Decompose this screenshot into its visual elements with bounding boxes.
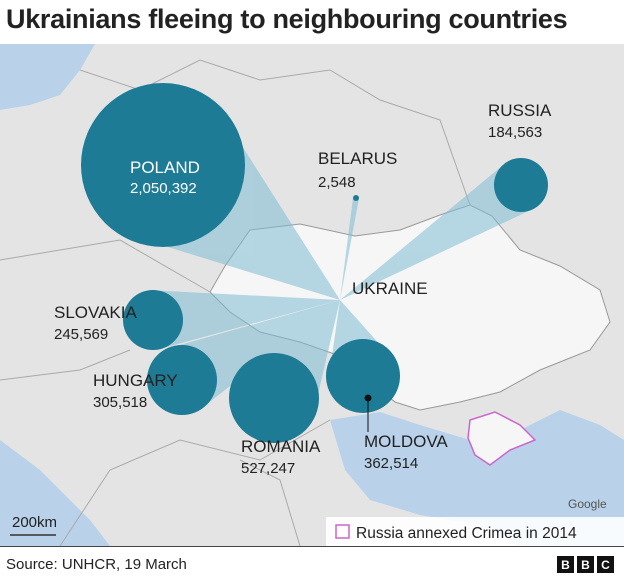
scale-label: 200km xyxy=(12,514,57,531)
baltic-sea xyxy=(0,44,95,110)
map: POLAND 2,050,392 BELARUS 2,548 RUSSIA 18… xyxy=(0,44,624,546)
label-slovakia-value: 245,569 xyxy=(54,326,108,343)
label-hungary-name: HUNGARY xyxy=(93,371,178,390)
label-poland-value: 2,050,392 xyxy=(130,180,197,197)
bbc-logo-letter: B xyxy=(577,556,594,573)
label-romania-name: ROMANIA xyxy=(241,437,321,456)
crimea-outline xyxy=(467,411,537,466)
bubble-romania xyxy=(229,353,319,443)
label-hungary-value: 305,518 xyxy=(93,394,147,411)
legend-crimea-label: Russia annexed Crimea in 2014 xyxy=(356,525,577,542)
border-line xyxy=(0,239,211,293)
flow-beam-russia xyxy=(340,162,536,300)
label-moldova-value: 362,514 xyxy=(364,455,418,472)
label-poland-name: POLAND xyxy=(130,158,200,177)
bbc-logo-letter: C xyxy=(597,556,614,573)
border-line xyxy=(239,459,301,546)
adriatic-sea xyxy=(0,440,110,546)
label-belarus-value: 2,548 xyxy=(318,174,356,191)
bubble-moldova xyxy=(326,339,400,413)
label-romania-value: 527,247 xyxy=(241,460,295,477)
label-slovakia-name: SLOVAKIA xyxy=(54,303,137,322)
flow-beam-slovakia xyxy=(149,290,340,350)
bubble-russia xyxy=(494,158,548,212)
border-line xyxy=(0,349,131,381)
legend-box xyxy=(326,517,624,546)
google-attribution: Google xyxy=(568,497,607,511)
chart-title: Ukrainians fleeing to neighbouring count… xyxy=(6,4,568,34)
border-line xyxy=(59,419,331,546)
bubble-slovakia xyxy=(123,290,183,350)
source-note: Source: UNHCR, 19 March xyxy=(6,556,187,573)
footer-divider xyxy=(0,546,624,547)
label-russia-name: RUSSIA xyxy=(488,101,552,120)
label-ukraine: UKRAINE xyxy=(352,279,428,298)
flow-beam-belarus xyxy=(340,197,359,300)
bubble-poland xyxy=(81,83,245,247)
label-belarus-name: BELARUS xyxy=(318,149,397,168)
black-sea xyxy=(330,410,624,546)
bbc-logo-letter: B xyxy=(557,556,574,573)
bubble-hungary xyxy=(147,345,217,415)
label-moldova-name: MOLDOVA xyxy=(364,432,448,451)
legend-crimea-swatch xyxy=(335,524,350,539)
bbc-logo: B B C xyxy=(557,556,614,573)
moldova-pointer-dot xyxy=(364,394,372,402)
bubble-belarus xyxy=(353,195,359,201)
label-russia-value: 184,563 xyxy=(488,124,542,141)
